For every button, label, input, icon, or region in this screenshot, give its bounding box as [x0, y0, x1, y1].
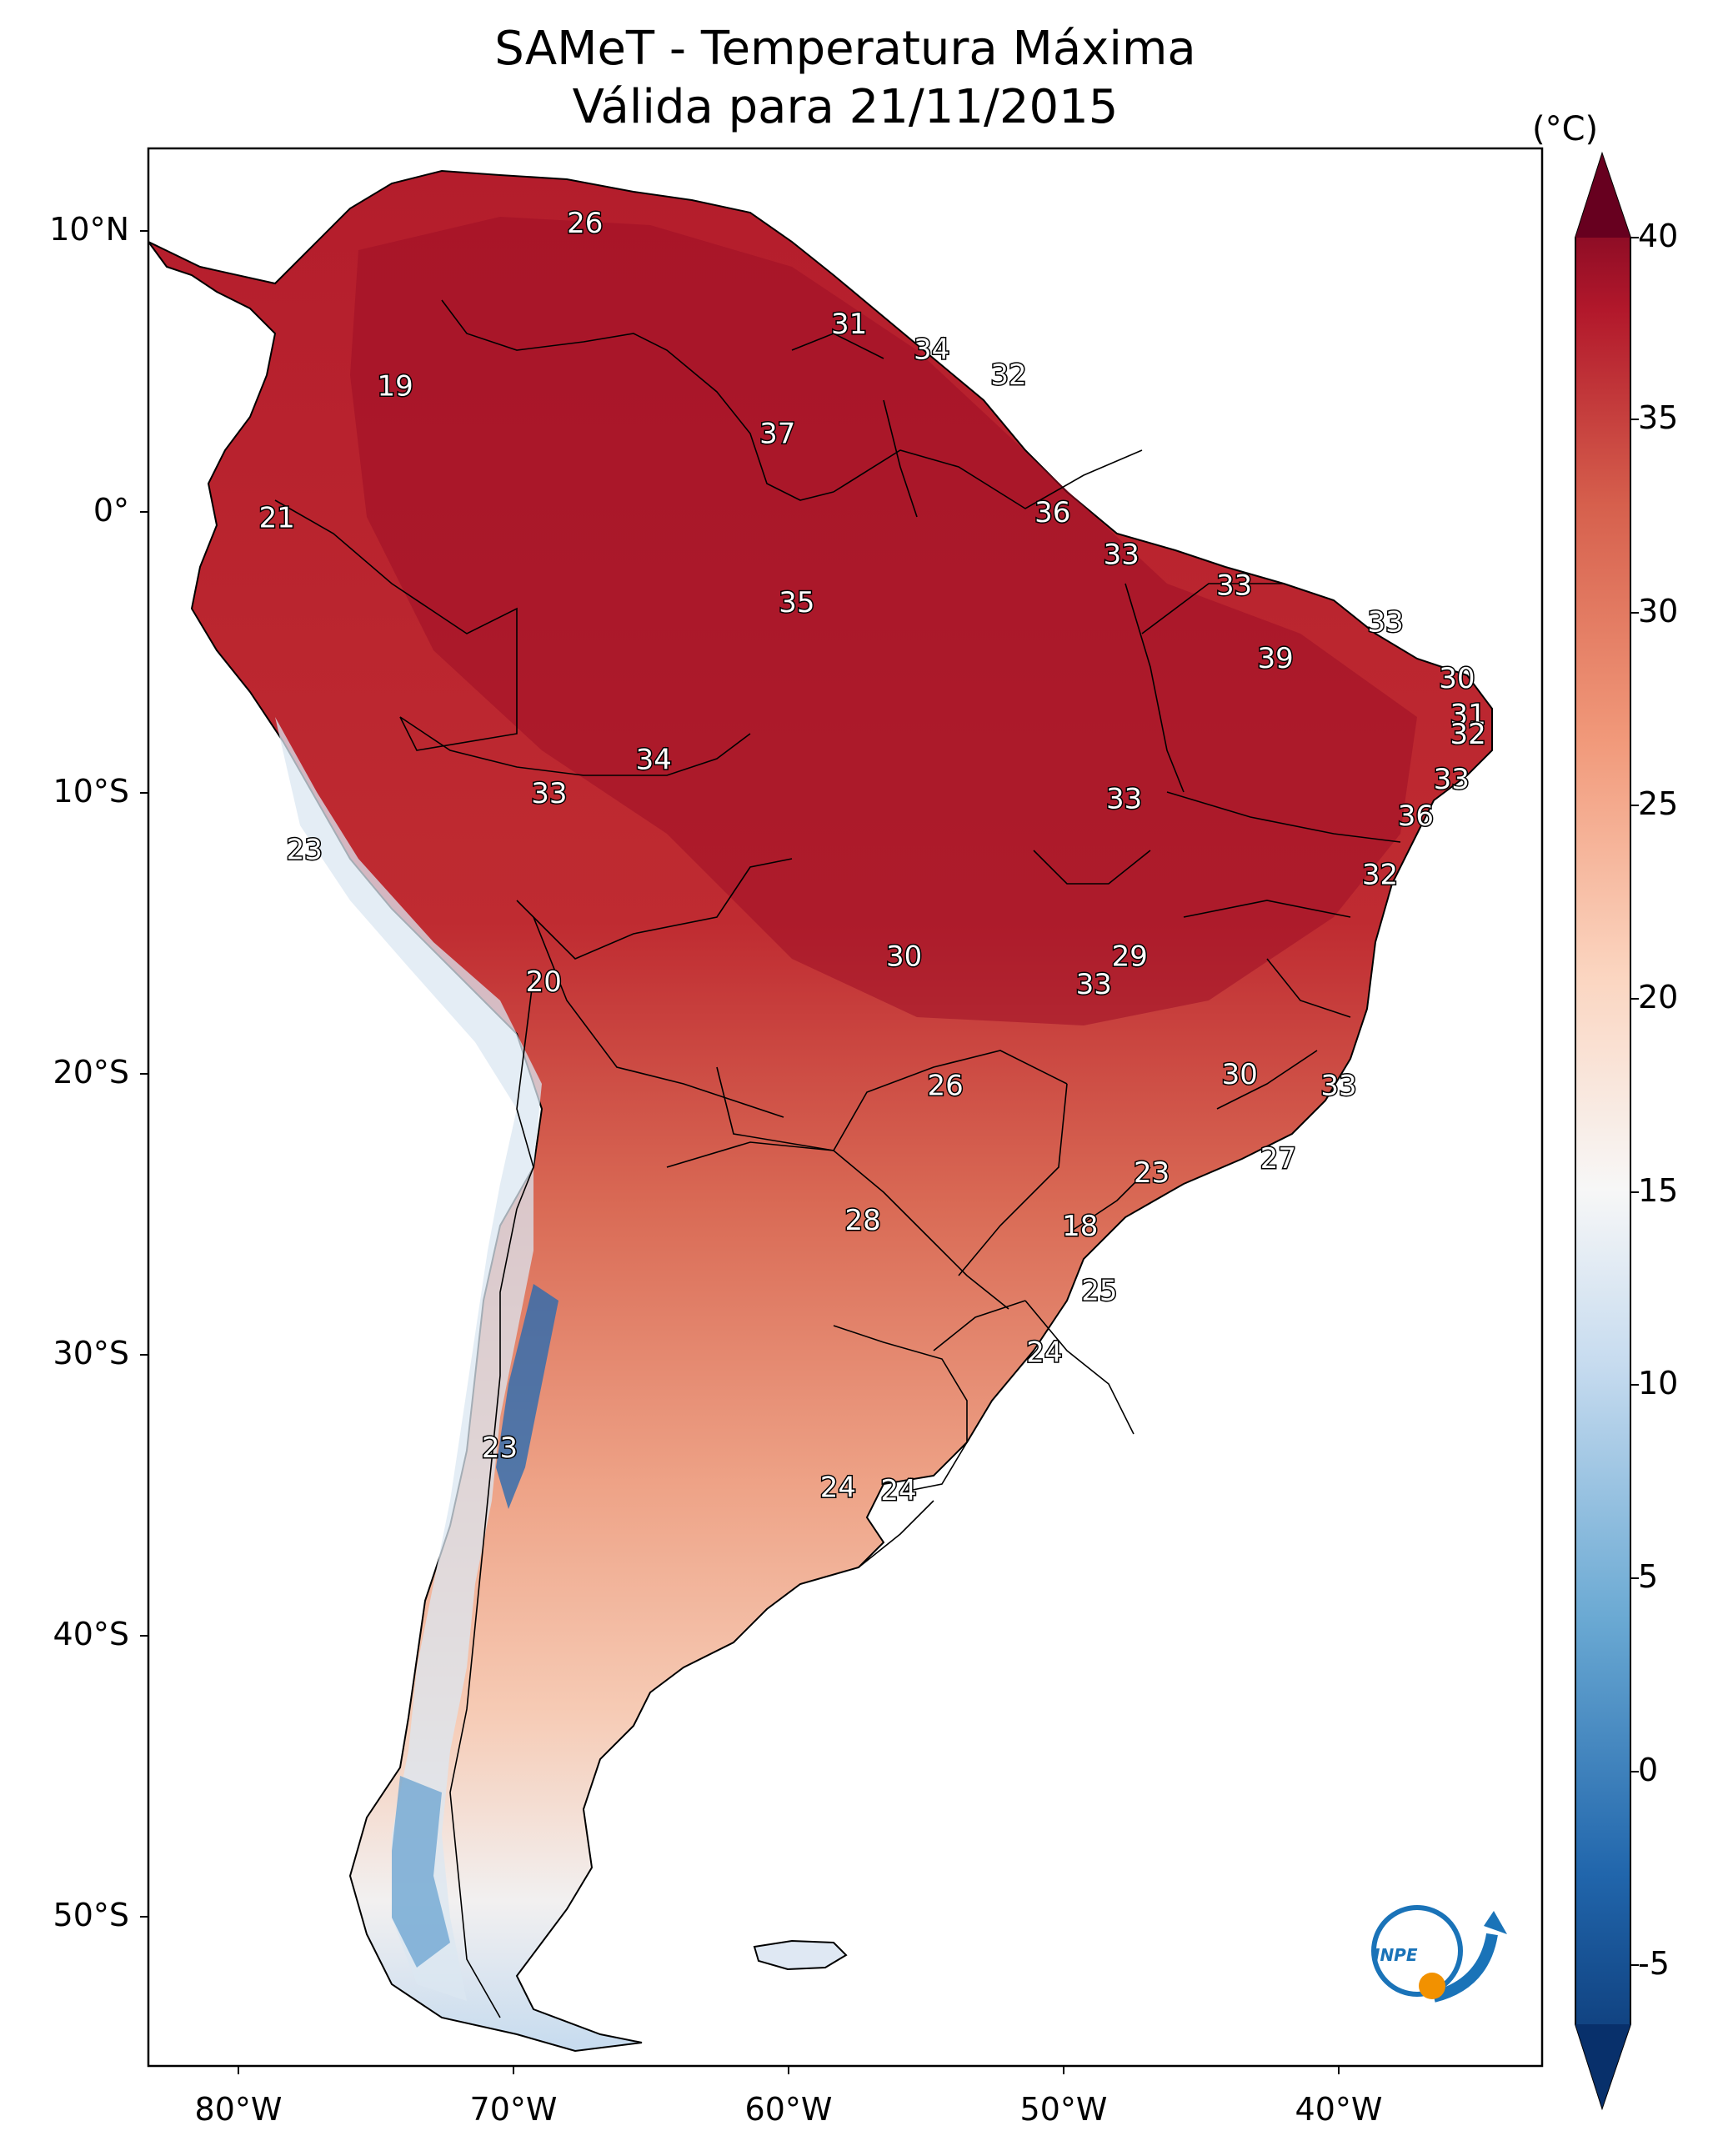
map-subtitle: Válida para 21/11/2015 [572, 80, 1119, 134]
colorbar-tick-0: 0 [1638, 1752, 1659, 1788]
map-value-label: 39 [1257, 642, 1293, 675]
map-value-label: 33 [1076, 968, 1112, 1001]
map-value-label: 33 [1434, 763, 1470, 796]
map-value-label: 33 [531, 777, 567, 810]
colorbar-tick-40: 40 [1638, 218, 1679, 254]
map-value-label: 31 [1450, 699, 1485, 732]
map-value-label: 28 [844, 1204, 880, 1237]
logo-text: INPE [1374, 1945, 1418, 1965]
colorbar [1575, 151, 1631, 2111]
colorbar-tick-minus5: -5 [1638, 1945, 1670, 1982]
map-value-label: 30 [886, 940, 922, 974]
map-value-label: 29 [1112, 940, 1148, 974]
falkland-islands [753, 1939, 848, 1971]
colorbar-extend-top [1575, 154, 1630, 238]
map-value-label: 26 [927, 1070, 963, 1103]
map-frame [147, 147, 1544, 2068]
map-value-label: 33 [1320, 1070, 1356, 1103]
map-value-label: 23 [482, 1431, 518, 1465]
map-value-label: 32 [990, 358, 1026, 392]
lat-tick-marks [140, 230, 148, 1918]
lat-tick-0: 0° [93, 492, 129, 529]
lon-tick-60w: 60°W [744, 2091, 833, 2128]
map-value-label: 21 [259, 502, 295, 535]
country-borders [274, 299, 1401, 2018]
map-value-label: 24 [820, 1471, 856, 1504]
map-value-label: 23 [1134, 1156, 1170, 1190]
map-value-label: 27 [1260, 1142, 1296, 1176]
map-value-label: 25 [1081, 1275, 1117, 1308]
colorbar-tick-5: 5 [1638, 1558, 1659, 1595]
logo-sun-dot [1419, 1973, 1445, 1999]
map-title: SAMeT - Temperatura Máxima [494, 22, 1196, 76]
map-value-label: 18 [1062, 1210, 1098, 1243]
map-value-label: 26 [567, 207, 603, 240]
map-value-label: 24 [1026, 1336, 1062, 1370]
map-value-label: 33 [1104, 539, 1139, 572]
map-value-label: 37 [759, 418, 795, 451]
patagonia-cold-region [392, 1776, 450, 1968]
lat-tick-30s: 30°S [53, 1335, 129, 1371]
map-value-label: 31 [831, 308, 867, 341]
map-value-label: 36 [1034, 496, 1070, 529]
andes-cold-core [496, 1284, 558, 1509]
lon-tick-marks [238, 2066, 1340, 2074]
colorbar-tick-20: 20 [1638, 979, 1679, 1015]
colorbar-tick-30: 30 [1638, 593, 1679, 629]
map-value-label: 33 [1367, 605, 1403, 639]
lat-tick-10s: 10°S [53, 773, 129, 810]
map-value-label: 36 [1398, 800, 1434, 833]
lat-tick-20s: 20°S [53, 1054, 129, 1091]
map-value-label: 35 [779, 586, 814, 619]
lon-tick-80w: 80°W [194, 2091, 283, 2128]
map-value-label: 32 [1362, 859, 1398, 892]
lon-tick-70w: 70°W [469, 2091, 558, 2128]
map-value-label: 30 [1222, 1058, 1258, 1091]
colorbar-unit: (°C) [1532, 110, 1599, 148]
map-value-label: 32 [1450, 718, 1485, 751]
colorbar-tick-25: 25 [1638, 785, 1679, 822]
heat-core-region [350, 217, 1417, 1025]
andes-cool-strip [275, 717, 542, 2001]
colorbar-tick-marks [1630, 237, 1639, 1966]
inpe-logo [1371, 1905, 1507, 2003]
map-value-label: 24 [880, 1474, 916, 1507]
map-value-label: 34 [914, 333, 949, 367]
map-value-label: 19 [377, 369, 413, 403]
map-value-label: 33 [1106, 783, 1142, 816]
lat-tick-40s: 40°S [53, 1616, 129, 1652]
lat-tick-10n: 10°N [49, 211, 129, 248]
colorbar-tick-10: 10 [1638, 1365, 1679, 1401]
lon-tick-50w: 50°W [1019, 2091, 1108, 2128]
map-value-label: 20 [526, 965, 562, 999]
lat-tick-50s: 50°S [53, 1897, 129, 1933]
colorbar-tick-35: 35 [1638, 399, 1679, 436]
lon-tick-40w: 40°W [1295, 2091, 1383, 2128]
colorbar-tick-15: 15 [1638, 1172, 1679, 1209]
map-value-label: 33 [1216, 569, 1252, 603]
map-value-label: 23 [287, 833, 323, 866]
colorbar-extend-bottom [1575, 2024, 1630, 2108]
map-value-label: 34 [636, 744, 672, 777]
map-value-label: 30 [1439, 662, 1475, 695]
